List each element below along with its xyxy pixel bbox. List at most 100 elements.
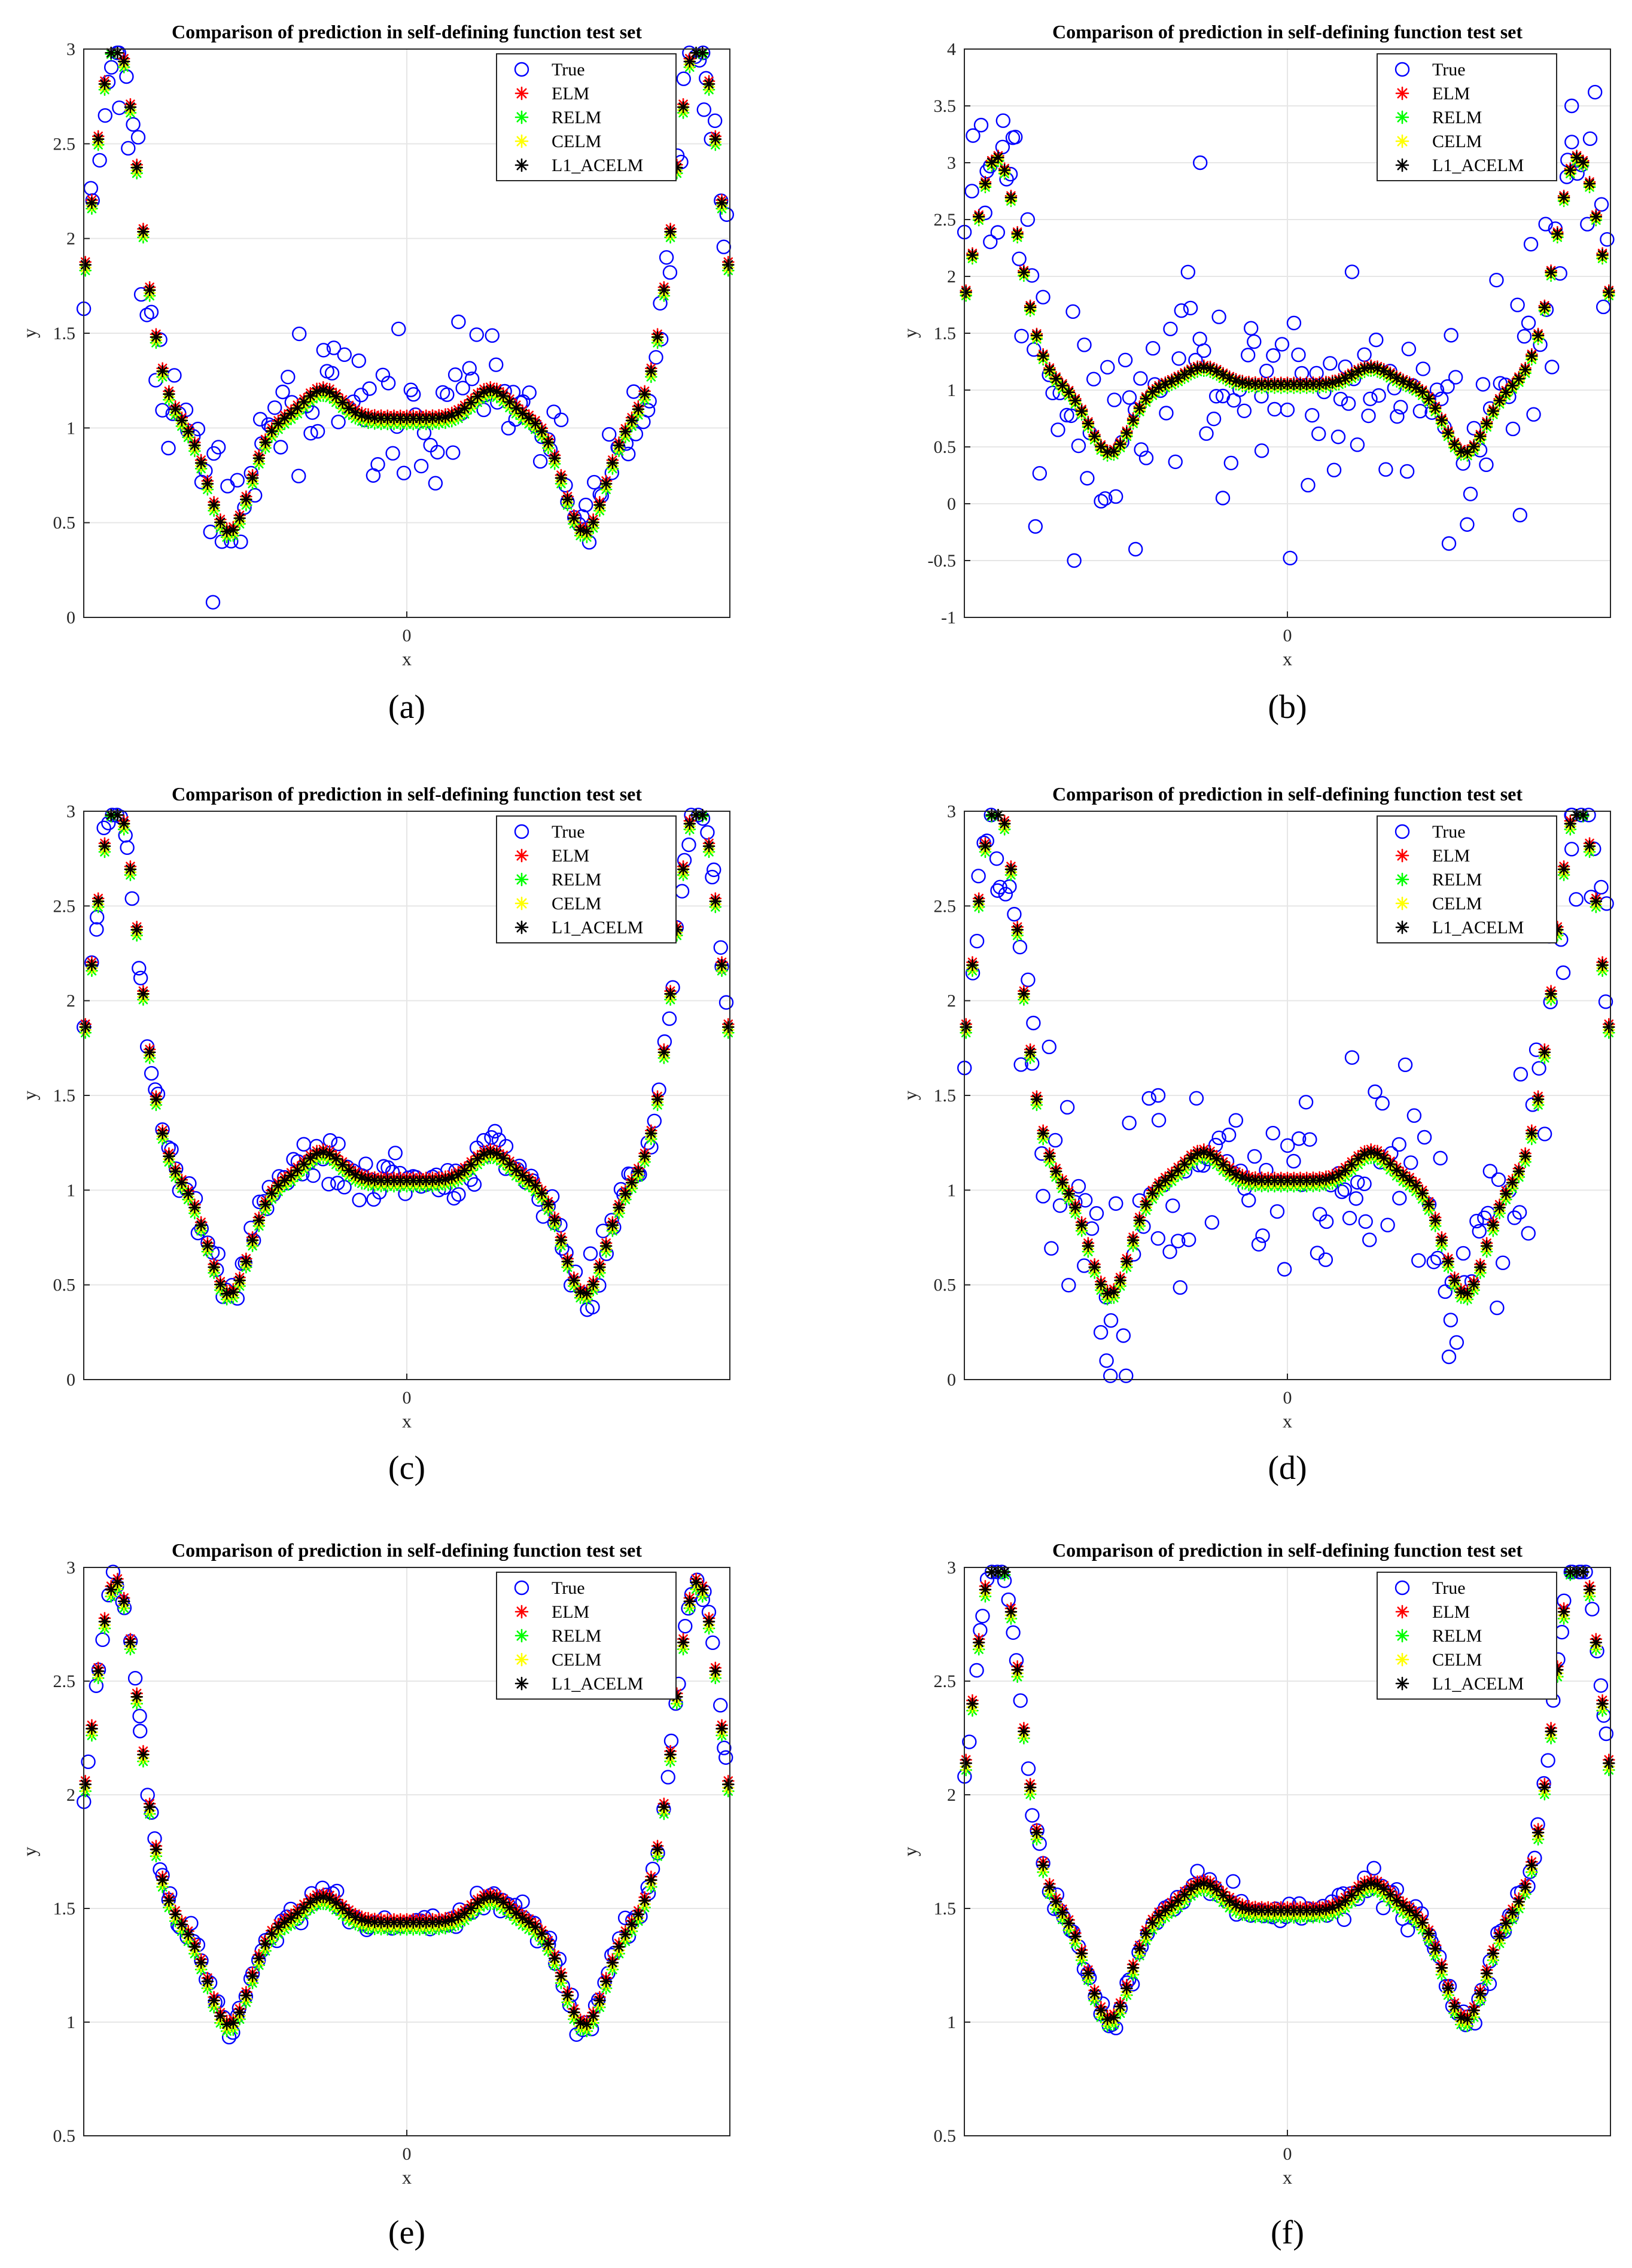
point-l1_acelm: [1121, 1982, 1133, 1995]
point-l1_acelm: [1011, 227, 1024, 241]
point-l1_acelm: [1390, 1894, 1403, 1907]
point-true: [1489, 272, 1504, 288]
point-l1_acelm: [150, 1843, 163, 1856]
chart-panel-d: 0 0.5 1 1.5 2 2.5 3 0 Comparison of prediction i…: [899, 783, 1615, 1487]
point-l1_acelm: [625, 1918, 638, 1931]
point-l1_acelm: [702, 840, 715, 853]
point-l1_acelm: [1590, 895, 1603, 908]
point-l1_acelm: [1583, 1583, 1596, 1596]
point-l1_acelm: [1583, 840, 1596, 853]
point-l1_acelm: [638, 1150, 651, 1162]
point-true: [522, 385, 537, 400]
point-l1_acelm: [1024, 1046, 1037, 1059]
point-true: [447, 367, 463, 382]
y-axis-label: y: [899, 1091, 921, 1100]
point-l1_acelm: [175, 414, 188, 427]
legend-marker-celm: [514, 896, 529, 911]
point-l1_acelm: [1596, 958, 1609, 972]
point-l1_acelm: [1442, 427, 1454, 439]
legend-marker-elm: [1395, 1605, 1409, 1619]
y-axis-label: y: [19, 328, 40, 338]
point-l1_acelm: [1037, 1859, 1049, 1872]
point-l1_acelm: [227, 523, 240, 537]
point-l1_acelm: [599, 477, 613, 490]
y-tick-label: 2: [66, 991, 75, 1011]
point-true-outlier: [1344, 264, 1360, 279]
point-l1_acelm: [1526, 349, 1538, 363]
point-l1_acelm: [124, 101, 137, 114]
point-l1_acelm: [240, 493, 252, 506]
point-l1_acelm: [1423, 1198, 1435, 1211]
point-l1_acelm: [555, 1234, 568, 1247]
legend: True ELM RELM CELM L1_ACELM: [496, 1572, 677, 1700]
point-true: [1237, 403, 1252, 419]
legend-marker-celm: [1395, 896, 1409, 911]
y-tick-label: 3: [66, 802, 75, 821]
legend: True ELM RELM CELM L1_ACELM: [1377, 1572, 1557, 1700]
point-l1_acelm: [1114, 1274, 1126, 1287]
point-l1_acelm: [1603, 286, 1615, 299]
point-l1_acelm: [233, 512, 246, 525]
point-true: [391, 321, 406, 337]
point-l1_acelm: [233, 1274, 246, 1287]
point-l1_acelm: [651, 1843, 664, 1856]
point-true: [1466, 421, 1482, 436]
point-l1_acelm: [580, 2018, 593, 2030]
point-l1_acelm: [336, 1902, 349, 1915]
point-true: [1369, 332, 1384, 348]
point-l1_acelm: [722, 1021, 735, 1033]
point-true: [676, 71, 691, 86]
point-l1_acelm: [979, 840, 992, 853]
point-l1_acelm: [1493, 1201, 1506, 1214]
point-l1_acelm: [606, 1219, 619, 1232]
point-l1_acelm: [966, 249, 979, 261]
point-l1_acelm: [1114, 438, 1126, 450]
legend-entry-l1_acelm: L1_ACELM: [552, 918, 643, 937]
legend-entry-celm: CELM: [552, 894, 601, 914]
point-l1_acelm: [1442, 1982, 1454, 1995]
point-l1_acelm: [1538, 1781, 1551, 1794]
y-tick-label: 1: [947, 380, 956, 400]
point-true: [1118, 352, 1133, 368]
point-l1_acelm: [1043, 363, 1056, 376]
point-l1_acelm: [1082, 1240, 1095, 1252]
point-l1_acelm: [246, 471, 259, 485]
point-true-outlier: [1564, 98, 1579, 114]
point-l1_acelm: [979, 1583, 992, 1596]
point-l1_acelm: [1037, 1127, 1049, 1140]
legend-entry-elm: ELM: [552, 846, 589, 866]
point-l1_acelm: [201, 1240, 214, 1252]
point-l1_acelm: [561, 493, 574, 506]
point-l1_acelm: [188, 439, 201, 452]
point-l1_acelm: [214, 516, 227, 529]
point-l1_acelm: [1165, 1899, 1178, 1912]
point-l1_acelm: [972, 1636, 985, 1649]
point-l1_acelm: [1429, 401, 1442, 415]
y-tick-label: 2.5: [53, 1672, 76, 1691]
point-l1_acelm: [1526, 1127, 1538, 1140]
point-l1_acelm: [1506, 1906, 1519, 1919]
point-l1_acelm: [156, 1127, 169, 1140]
y-tick-label: 1: [66, 1180, 75, 1200]
point-l1_acelm: [1024, 1781, 1037, 1794]
point-l1_acelm: [137, 1748, 150, 1761]
point-l1_acelm: [1512, 1895, 1526, 1908]
point-l1_acelm: [1519, 1881, 1531, 1893]
legend-entry-true: True: [1432, 822, 1466, 842]
point-l1_acelm: [998, 817, 1011, 830]
point-true: [1051, 422, 1065, 437]
point-true: [362, 381, 377, 396]
point-true: [489, 357, 504, 372]
point-true-outlier: [205, 595, 221, 610]
legend-entry-celm: CELM: [552, 1650, 601, 1670]
point-true: [964, 184, 979, 199]
point-l1_acelm: [1545, 266, 1557, 279]
point-l1_acelm: [1467, 1278, 1480, 1291]
point-l1_acelm: [458, 1907, 471, 1920]
point-true: [1211, 309, 1226, 324]
point-l1_acelm: [606, 1956, 619, 1969]
legend-entry-relm: RELM: [552, 108, 601, 127]
point-l1_acelm: [1075, 404, 1088, 418]
y-axis-label: y: [899, 328, 921, 338]
point-l1_acelm: [696, 47, 709, 59]
